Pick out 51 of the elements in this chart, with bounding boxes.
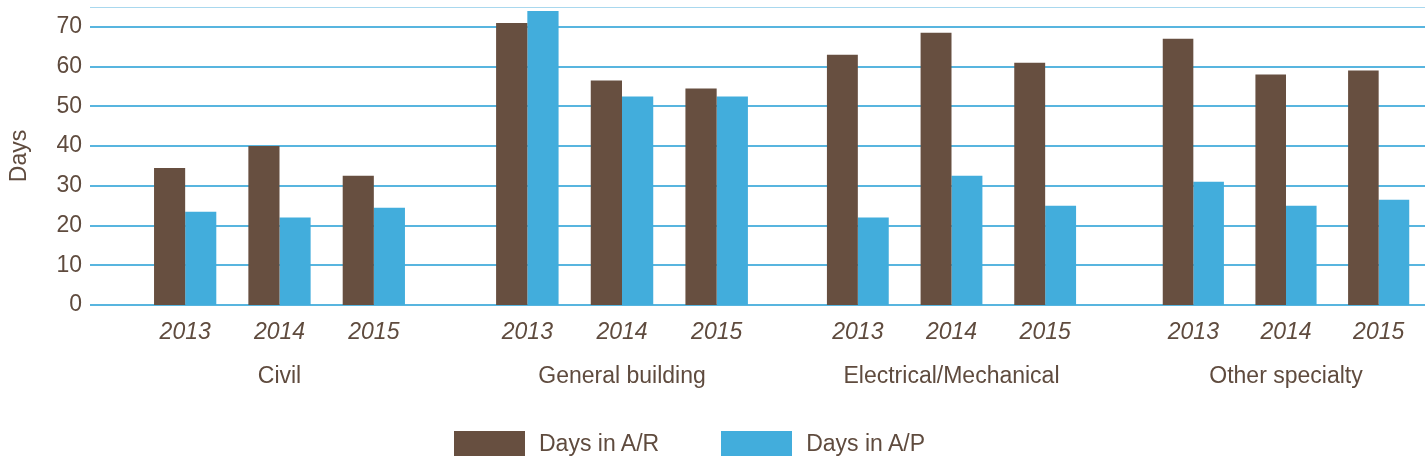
bar [622,96,654,305]
x-tick-label: 2013 [831,318,884,345]
bar [1378,199,1410,305]
bar [1255,74,1286,305]
bar [1348,70,1379,305]
bar [685,88,717,305]
y-tick-label: 0 [69,290,82,317]
bar [342,175,374,305]
bar [590,80,622,305]
y-tick-label: 60 [56,51,82,78]
bar [1045,205,1077,305]
bar [1014,62,1046,305]
bar [1193,181,1224,305]
y-tick-label: 20 [56,210,82,237]
bar [496,22,528,305]
legend-label: Days in A/R [539,430,660,457]
y-tick-label: 10 [56,250,82,277]
bar [248,146,280,305]
bar [527,10,559,305]
x-tick-label: 2013 [500,318,554,345]
x-tick-label: 2014 [595,318,648,345]
x-tick-label: 2015 [347,318,400,345]
bar [154,167,186,305]
y-axis-title: Days [5,129,32,183]
x-axis-title: Other specialty [1209,361,1364,388]
bar [857,217,889,305]
bar [920,32,952,305]
y-tick-label: 50 [56,91,82,118]
x-axis-title: Electrical/Mechanical [843,361,1060,388]
bar [373,207,405,305]
x-axis-title: Civil [257,361,302,388]
bar [716,96,748,305]
bar [1286,205,1317,305]
x-tick-label: 2014 [1259,318,1312,345]
x-axis-title: General building [538,361,706,388]
x-tick-label: 2013 [158,318,211,345]
y-tick-label: 70 [56,12,82,39]
bar [951,175,983,305]
x-tick-label: 2014 [924,318,978,345]
x-tick-label: 2015 [690,318,743,345]
y-tick-label: 30 [56,171,82,198]
legend-label: Days in A/P [806,430,926,457]
x-tick-label: 2015 [1352,318,1405,345]
x-tick-label: 2014 [252,318,306,345]
x-tick-label: 2013 [1166,318,1220,345]
y-tick-label: 40 [56,131,82,158]
x-tick-label: 2015 [1018,318,1071,345]
bar [185,211,217,305]
bar [826,54,858,305]
bar [1162,38,1194,305]
bar [279,217,311,305]
